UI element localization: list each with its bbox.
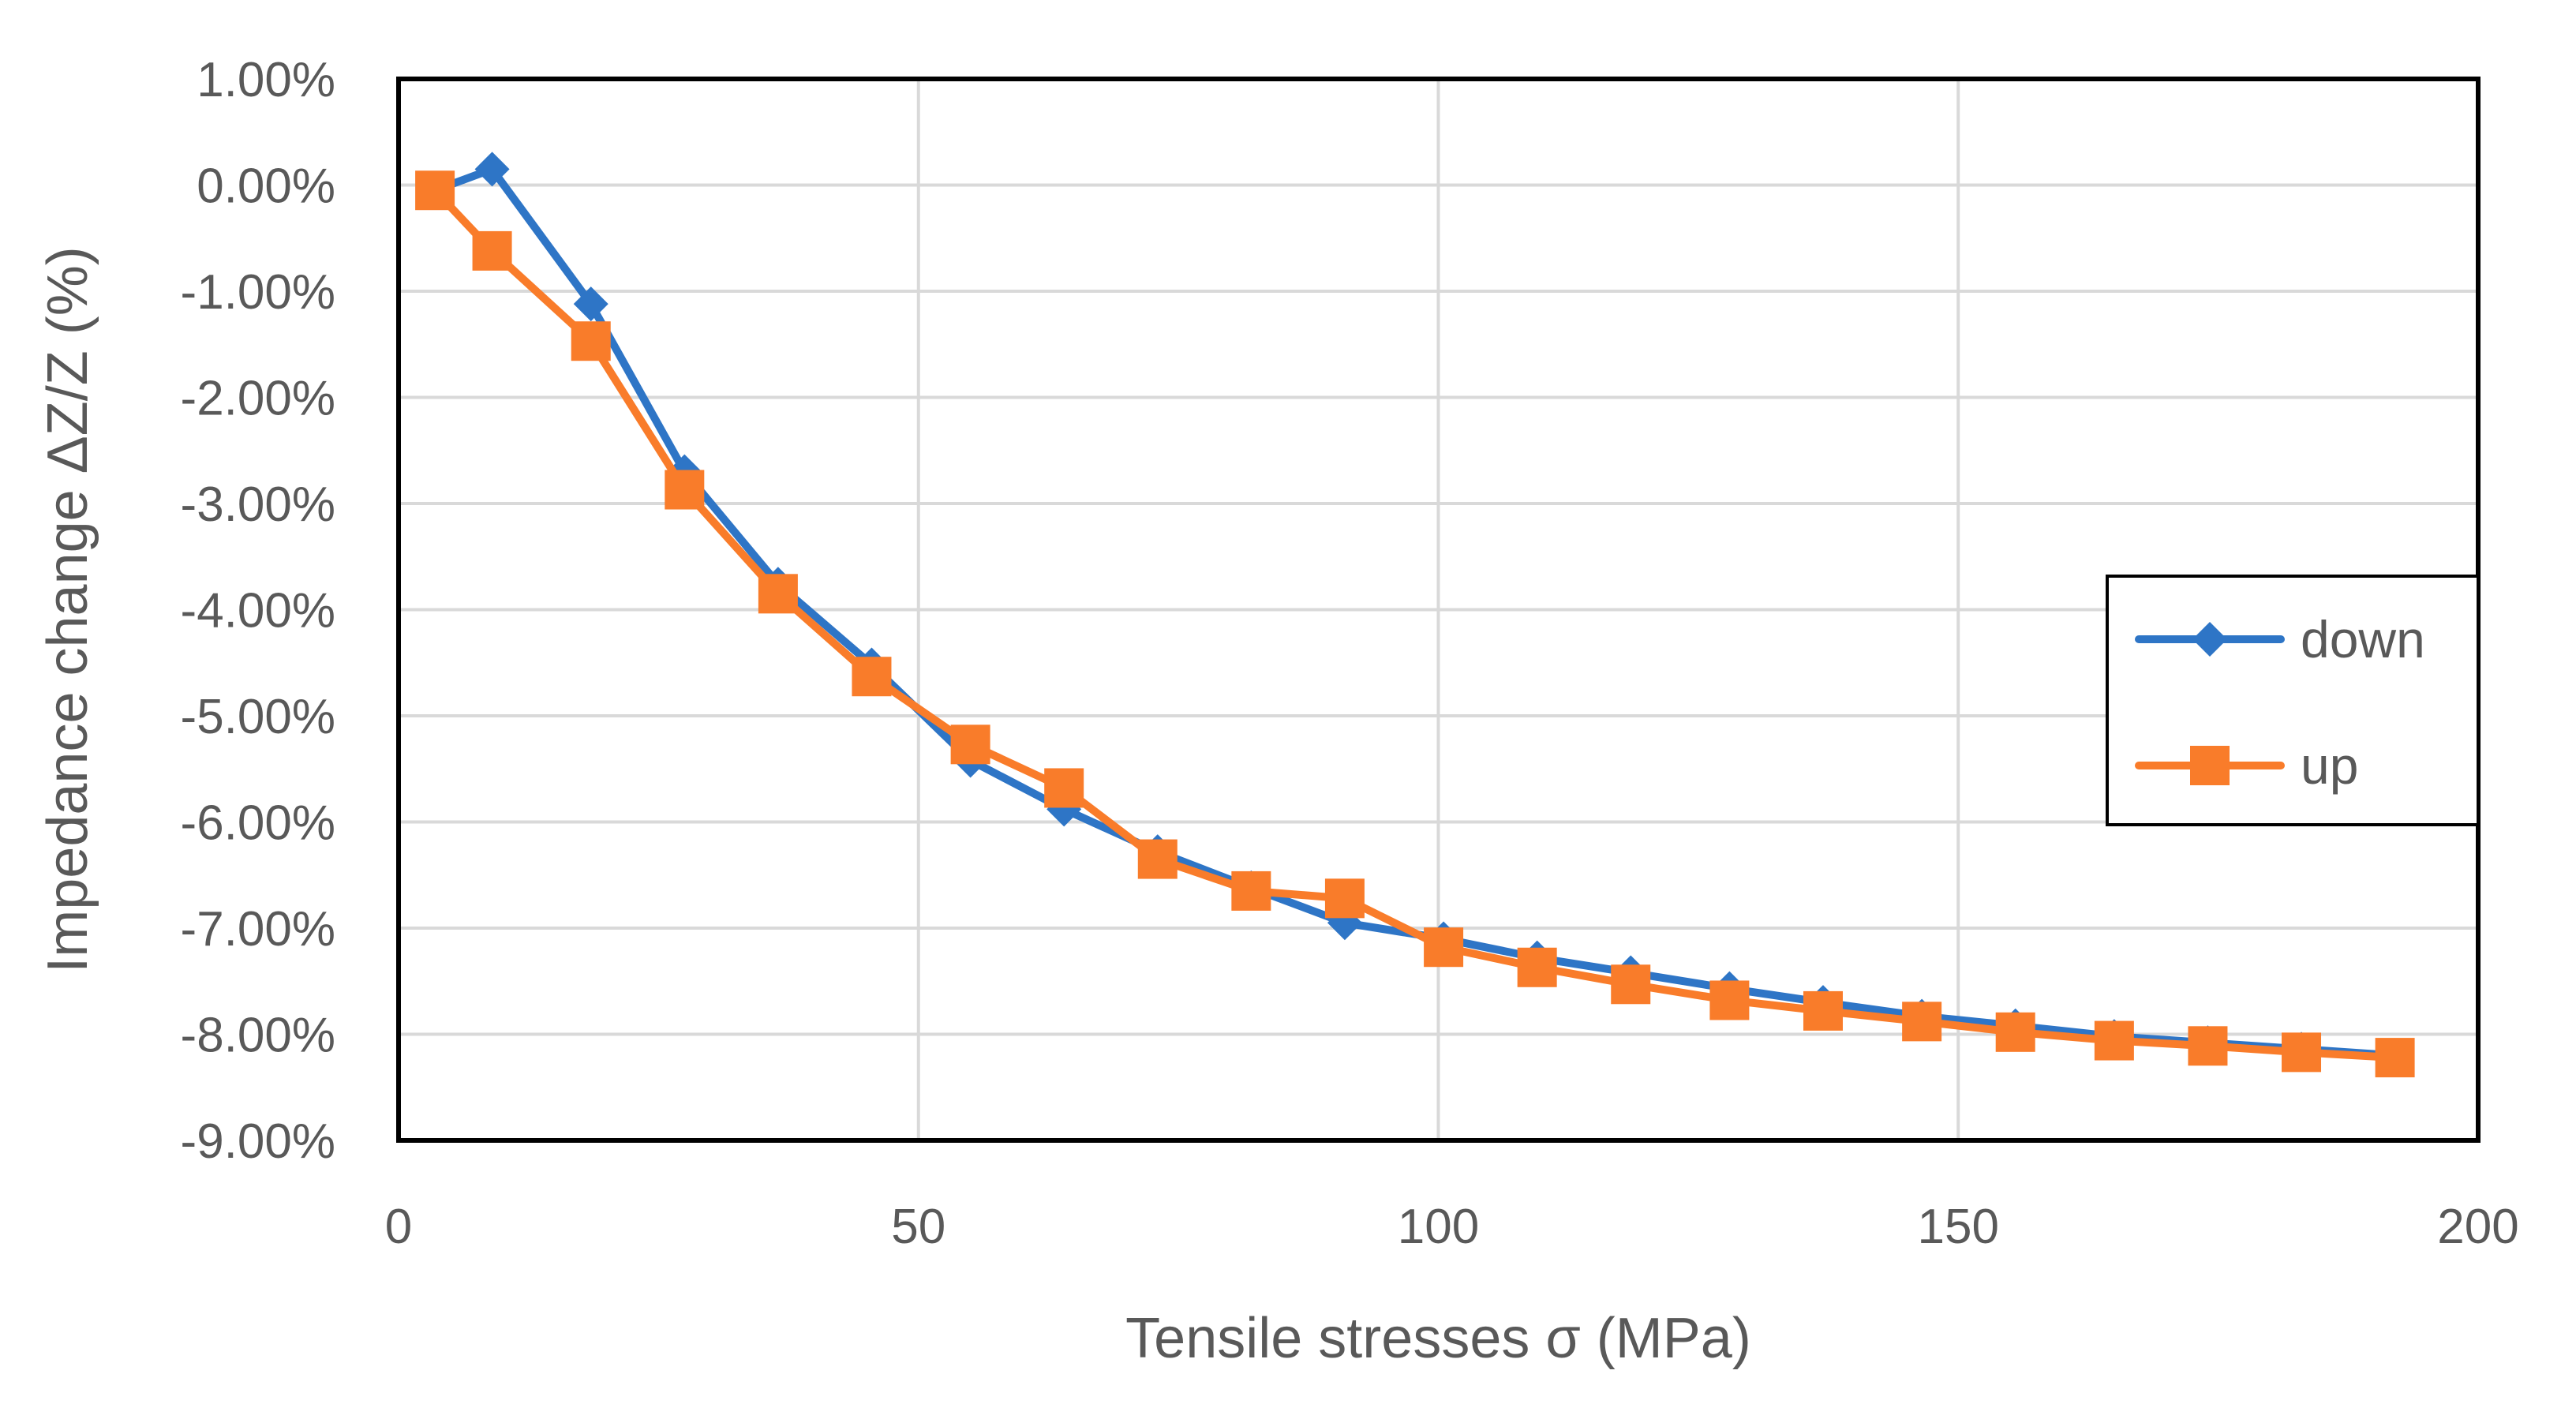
x-tick-label: 200 (2437, 1200, 2518, 1254)
data-point-up (758, 574, 798, 614)
data-point-up (571, 321, 611, 361)
x-tick-label: 0 (385, 1200, 412, 1254)
x-tick-label: 50 (891, 1200, 945, 1254)
x-tick-label: 100 (1398, 1200, 1479, 1254)
data-point-up (1424, 927, 1464, 968)
data-point-down (573, 286, 608, 322)
y-tick-label: -3.00% (181, 477, 335, 532)
data-point-up (950, 724, 990, 765)
legend-label-down: down (2301, 610, 2425, 668)
y-tick-label: -5.00% (181, 690, 335, 744)
data-point-up (852, 657, 892, 697)
data-point-up (2188, 1026, 2228, 1066)
data-point-up (1231, 870, 1271, 911)
data-point-up (2282, 1032, 2322, 1073)
series-line-down (431, 165, 2399, 1060)
legend-box (2106, 575, 2480, 826)
legend-marker-down (2192, 622, 2227, 657)
data-point-down (474, 152, 510, 187)
y-tick-label: 0.00% (197, 159, 335, 214)
data-point-up (1611, 964, 1651, 1005)
x-axis-title: Tensile stresses σ (MPa) (1125, 1307, 1751, 1370)
data-point-up (1803, 990, 1843, 1031)
y-tick-label: -6.00% (181, 796, 335, 851)
data-point-up (1324, 878, 1365, 919)
data-point-up (1137, 839, 1178, 879)
data-point-up (415, 170, 455, 211)
y-tick-label: -7.00% (181, 902, 335, 957)
data-point-up (2094, 1020, 2134, 1061)
data-point-up (472, 230, 512, 271)
y-tick-label: -4.00% (181, 584, 335, 638)
data-point-up (2375, 1038, 2415, 1078)
series-layer (415, 152, 2415, 1078)
series-line-up (431, 186, 2399, 1062)
data-point-up (1902, 1002, 1942, 1042)
y-tick-label: -8.00% (181, 1009, 335, 1063)
data-point-up (665, 470, 705, 510)
tick-label-layer: 1.00% 0.00% -1.00% -2.00% -3.00% -4.00% -5.00%… (181, 53, 2519, 1254)
data-point-up (1709, 980, 1750, 1020)
series-up (415, 170, 2415, 1078)
y-axis-title: Impedance change ΔZ/Z (%) (36, 246, 99, 973)
y-tick-label: -9.00% (181, 1114, 335, 1169)
data-point-up (1995, 1012, 2035, 1052)
y-tick-label: 1.00% (197, 53, 335, 107)
x-tick-label: 150 (1918, 1200, 1999, 1254)
legend-marker-up (2190, 746, 2230, 785)
legend-items: down up (2135, 610, 2425, 795)
legend-label-up: up (2301, 736, 2358, 795)
y-tick-label: -1.00% (181, 265, 335, 320)
y-tick-label: -2.00% (181, 372, 335, 426)
data-point-up (1044, 768, 1084, 808)
data-point-up (1517, 947, 1557, 987)
legend: down up (2106, 575, 2480, 826)
